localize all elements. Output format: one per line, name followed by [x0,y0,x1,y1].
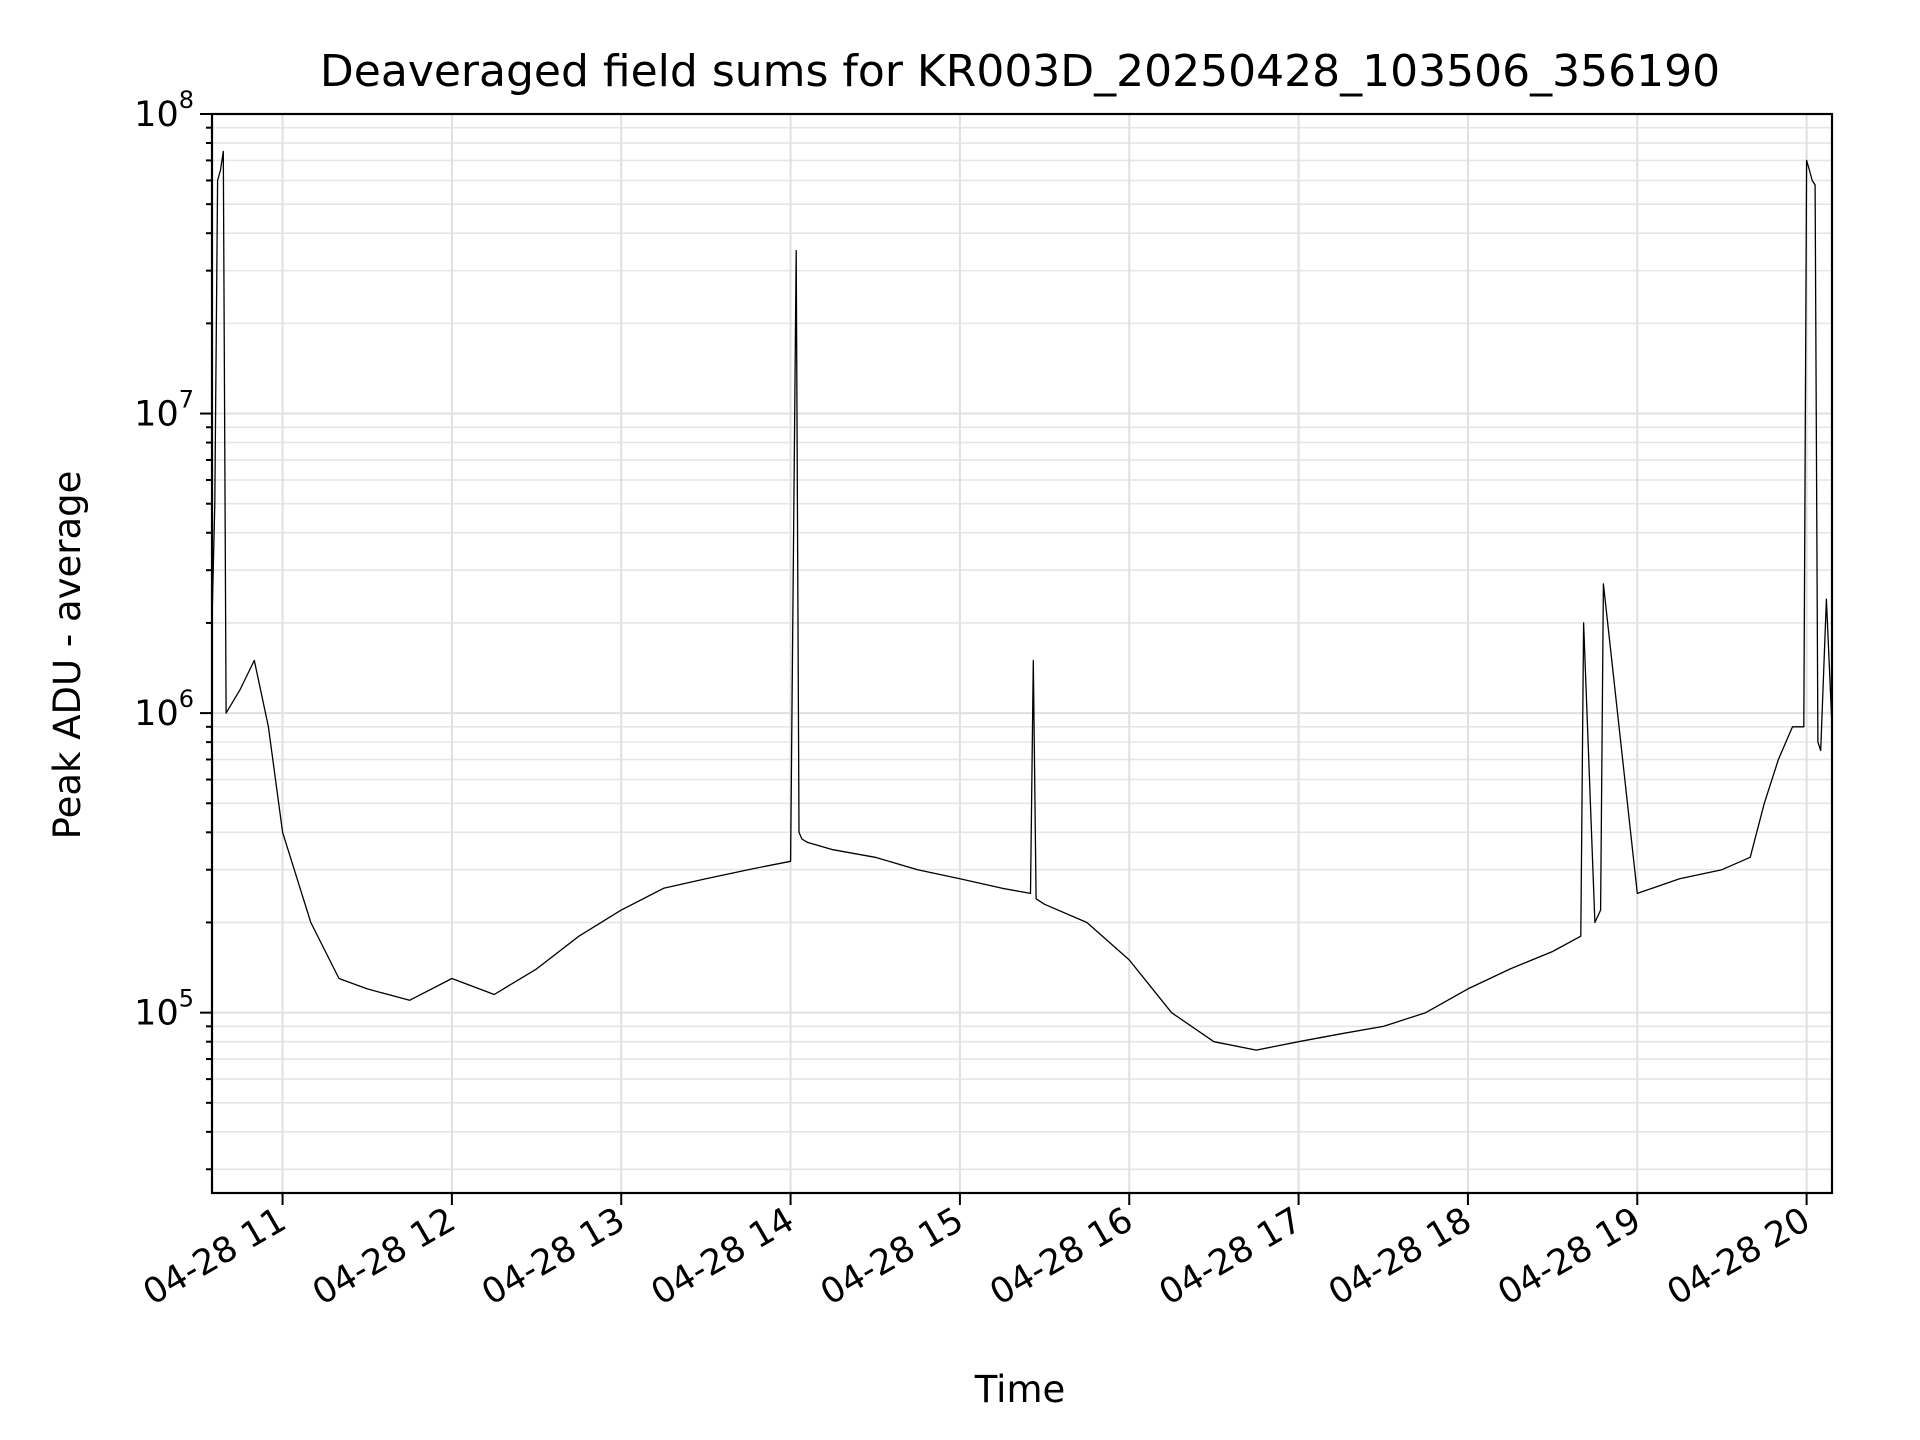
y-tick-label: 106 [134,685,194,734]
grid [212,114,1832,1193]
x-tick-label: 04-28 17 [1153,1200,1309,1313]
plot-frame [210,112,1834,1195]
x-tick-label: 04-28 15 [814,1200,970,1313]
x-tick-label: 04-28 19 [1491,1200,1647,1313]
x-axis-label: Time [974,1368,1066,1411]
series-line-0 [211,150,1833,1051]
x-tick-label: 04-28 11 [137,1200,293,1313]
x-axis: 04-28 11 04-28 12 04-28 13 04-28 14 04-28 15… [137,1193,1817,1313]
y-axis-label: Peak ADU - average [46,471,89,840]
x-tick-label: 04-28 12 [306,1200,462,1313]
x-tick-label: 04-28 13 [475,1200,631,1313]
x-tick-label: 04-28 14 [645,1200,801,1313]
x-tick-label: 04-28 18 [1322,1200,1478,1313]
y-axis: 105 106 107 108 [134,86,212,1171]
y-tick-label: 108 [134,86,194,135]
chart-title: Deaveraged field sums for KR003D_2025042… [320,46,1720,97]
x-tick-label: 04-28 16 [983,1200,1139,1313]
y-tick-label: 105 [134,985,194,1034]
x-tick-label: 04-28 20 [1661,1200,1817,1313]
y-tick-label: 107 [134,386,194,435]
series-layer [211,150,1833,1051]
